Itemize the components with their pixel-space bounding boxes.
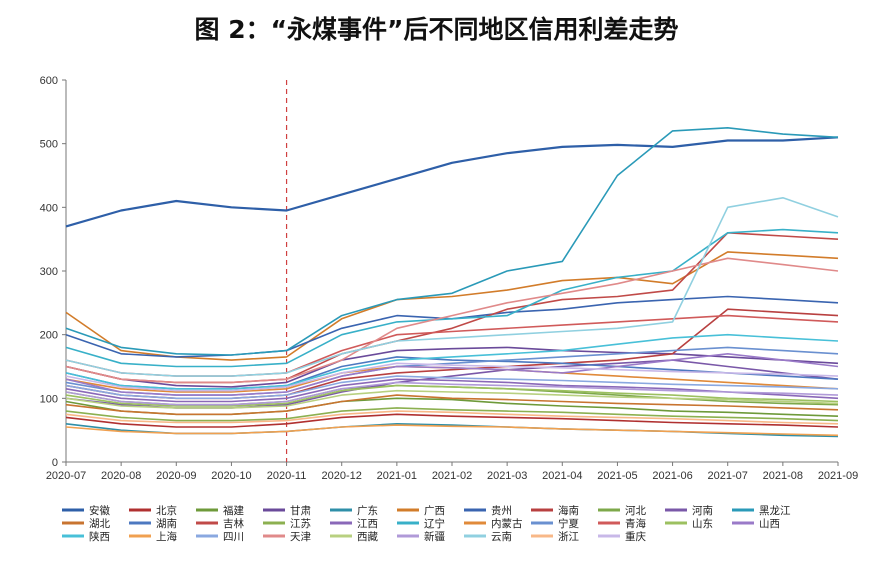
series-line-25	[65, 375, 839, 400]
series-line-28	[65, 381, 839, 406]
x-tick-label: 2021-02	[432, 470, 472, 482]
legend-label: 内蒙古	[491, 517, 523, 530]
legend-label: 新疆	[424, 530, 445, 543]
y-tick-label: 600	[40, 75, 58, 87]
chart-title: 图 2：“永煤事件”后不同地区信用利差走势	[194, 15, 679, 44]
series-line-6	[65, 251, 839, 361]
x-tick-label: 2021-04	[542, 470, 582, 482]
legend-label: 宁夏	[558, 517, 579, 530]
series-line-2	[65, 413, 839, 428]
legend-label: 青海	[625, 517, 646, 530]
legend-label: 西藏	[357, 531, 378, 543]
y-tick-label: 500	[40, 139, 58, 151]
legend-label: 辽宁	[424, 517, 445, 530]
x-tick-label: 2020-10	[211, 470, 251, 482]
x-tick-label: 2020-11	[267, 470, 307, 482]
legend-label: 北京	[156, 504, 177, 517]
legend-label: 福建	[223, 504, 244, 517]
series-line-24	[65, 424, 839, 437]
series-line-23	[65, 333, 839, 390]
legend-label: 湖北	[89, 518, 110, 530]
chart-axes: 0 100 200 300 400 500 600 2020-07 2020-08 2020-09…	[40, 75, 859, 482]
legend-label: 河北	[625, 505, 646, 517]
legend-label: 吉林	[223, 517, 244, 530]
x-tick-label: 2021-05	[597, 470, 637, 482]
legend-label: 江西	[357, 518, 378, 530]
series-line-11	[65, 127, 839, 356]
legend-label: 陕西	[89, 530, 110, 543]
series-line-29	[65, 197, 839, 377]
y-tick-label: 400	[40, 202, 58, 214]
legend-label: 天津	[290, 531, 311, 543]
legend-label: 浙江	[558, 531, 579, 543]
y-tick-label: 200	[40, 330, 58, 342]
series-line-22	[65, 352, 839, 396]
legend-label: 安徽	[89, 504, 110, 517]
x-tick-label: 2021-09	[818, 470, 858, 482]
x-tick-label: 2020-09	[156, 470, 196, 482]
series-line-26	[65, 257, 839, 384]
chart-lines	[65, 127, 839, 438]
series-line-17	[65, 228, 839, 368]
legend-label: 海南	[558, 504, 579, 517]
x-tick-label: 2021-06	[652, 470, 692, 482]
legend-label: 四川	[223, 531, 244, 543]
legend-label: 河南	[692, 504, 713, 517]
x-tick-label: 2021-03	[487, 470, 527, 482]
series-line-1	[65, 136, 839, 228]
legend-label: 江苏	[290, 517, 311, 530]
legend-label: 广东	[357, 504, 378, 517]
legend-label: 甘肃	[290, 504, 311, 517]
series-line-27	[65, 389, 839, 409]
legend-label: 重庆	[625, 530, 646, 543]
x-tick-label: 2020-07	[46, 470, 86, 482]
series-line-12	[65, 394, 839, 416]
legend-label: 云南	[491, 530, 512, 543]
legend-label: 上海	[156, 530, 177, 543]
legend-label: 山东	[692, 517, 713, 530]
x-tick-label: 2020-08	[101, 470, 141, 482]
series-line-21	[65, 384, 839, 407]
y-tick-label: 100	[40, 393, 58, 405]
x-tick-label: 2021-01	[377, 470, 417, 482]
legend-label: 广西	[424, 505, 445, 517]
series-line-31	[65, 362, 839, 392]
x-tick-label: 2021-07	[708, 470, 748, 482]
x-tick-label: 2020-12	[322, 470, 362, 482]
series-line-30	[65, 410, 839, 425]
legend-label: 黑龙江	[759, 504, 791, 517]
series-line-15	[65, 407, 839, 422]
y-tick-label: 300	[40, 266, 58, 278]
legend-label: 湖南	[156, 517, 177, 530]
legend-label: 山西	[759, 518, 780, 530]
y-tick-label: 0	[52, 457, 58, 469]
x-tick-label: 2021-08	[763, 470, 803, 482]
legend-label: 贵州	[491, 504, 512, 517]
